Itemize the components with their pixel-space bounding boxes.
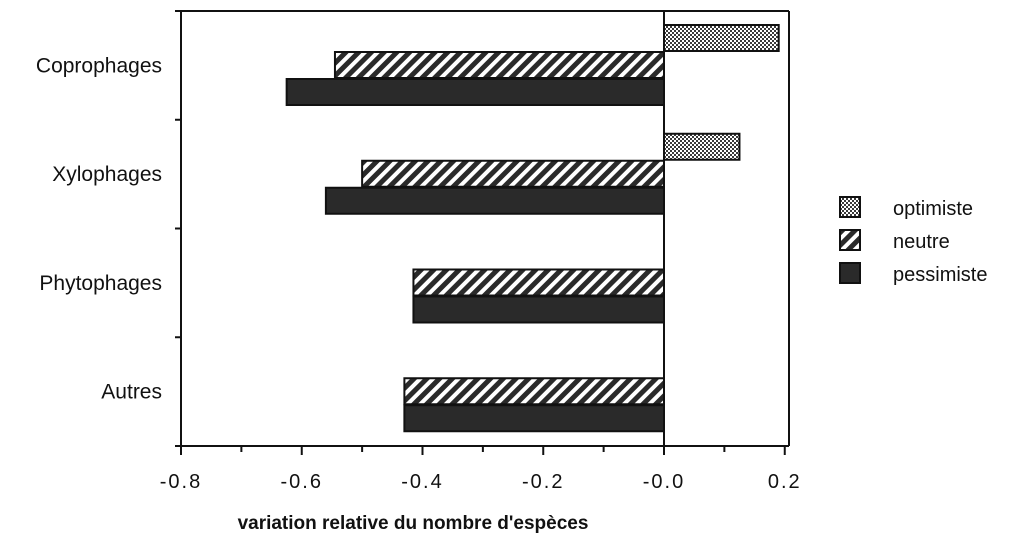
legend-swatch-pessimiste (839, 262, 861, 284)
bar-optimiste-coprophages (663, 24, 780, 52)
bar-pessimiste-phytophages (412, 295, 665, 324)
x-tick-label: -0.2 (522, 471, 564, 493)
category-label: Xylophages (52, 163, 162, 186)
legend-label-pessimiste: pessimiste (893, 264, 987, 286)
bar-neutre-xylophages (361, 159, 665, 188)
legend-label-optimiste: optimiste (893, 198, 973, 220)
bar-pessimiste-xylophages (324, 186, 665, 215)
x-axis-ticks (180, 446, 786, 455)
bar-pessimiste-autres (403, 404, 665, 433)
bars-group (285, 24, 780, 433)
legend-swatch-optimiste (839, 196, 861, 218)
category-labels: Coprophages Xylophages Phytophages Autres (36, 54, 162, 403)
bar-optimiste-xylophages (663, 132, 741, 161)
category-label: Autres (101, 381, 162, 404)
category-label: Phytophages (39, 272, 162, 295)
x-tick-label: -0.6 (281, 471, 323, 493)
legend-swatch-neutre (839, 229, 861, 251)
legend: optimiste neutre pessimiste (839, 196, 987, 286)
bar-neutre-phytophages (412, 268, 665, 297)
x-axis-label: variation relative du nombre d'espèces (238, 513, 589, 534)
x-tick-label: -0.0 (643, 471, 685, 493)
category-label: Coprophages (36, 54, 162, 77)
x-tick-label: -0.4 (401, 471, 443, 493)
legend-label-neutre: neutre (893, 231, 950, 253)
bar-neutre-coprophages (333, 51, 665, 79)
x-tick-label: -0.8 (160, 471, 202, 493)
bar-pessimiste-coprophages (285, 78, 665, 106)
x-tick-label: 0.2 (768, 471, 802, 493)
x-tick-labels: -0.8 -0.6 -0.4 -0.2 -0.0 0.2 (160, 471, 802, 493)
bar-neutre-autres (403, 377, 665, 406)
